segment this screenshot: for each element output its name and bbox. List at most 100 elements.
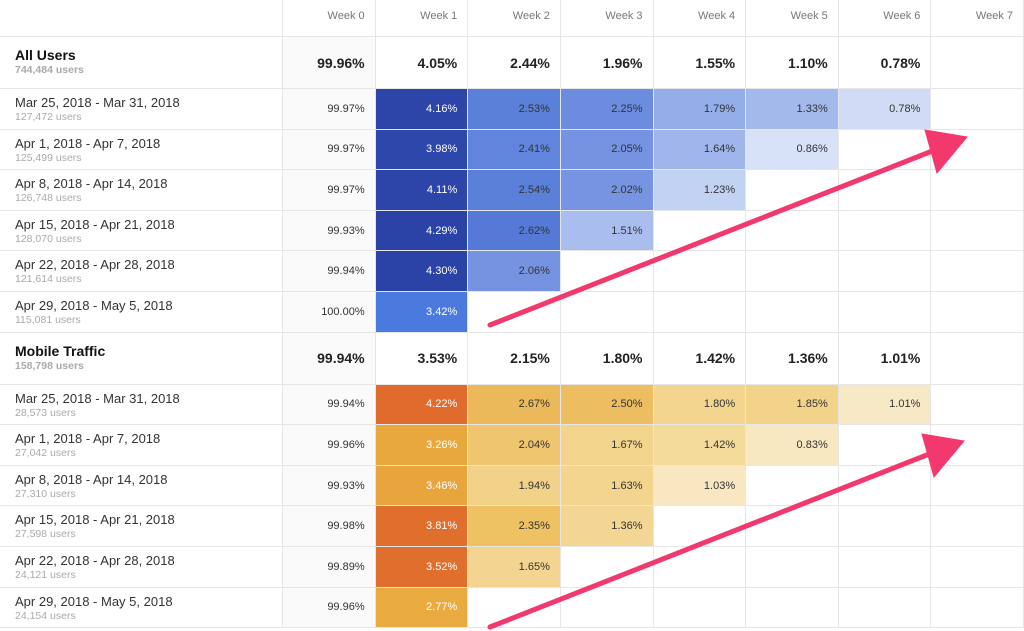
retention-cell: [838, 465, 932, 507]
cohort-users: 128,070 users: [15, 232, 82, 245]
retention-cell: [838, 129, 932, 171]
retention-cell: [653, 587, 747, 629]
retention-cell: 3.98%: [375, 129, 469, 171]
retention-cell: [746, 292, 839, 333]
retention-cell: 0.78%: [838, 89, 932, 130]
retention-cell: 2.04%: [468, 425, 561, 466]
retention-cell: 1.67%: [560, 425, 654, 466]
retention-cell: 1.63%: [560, 465, 654, 507]
retention-cell: [931, 506, 1024, 547]
retention-cell: 0.86%: [746, 129, 839, 171]
retention-cell: [746, 210, 839, 252]
retention-cell: [931, 587, 1024, 629]
retention-cell: 2.02%: [560, 170, 654, 211]
retention-cell: 1.94%: [468, 465, 561, 507]
section-total: [931, 37, 1024, 89]
retention-cell: [560, 587, 654, 629]
week-header: Week 0: [283, 0, 376, 37]
retention-cell: 1.65%: [468, 547, 561, 588]
retention-cell: 2.77%: [375, 587, 469, 629]
section-total: 1.55%: [653, 37, 747, 89]
retention-cell: 1.51%: [560, 210, 654, 252]
cohort-date: Apr 22, 2018 - Apr 28, 2018: [15, 553, 175, 568]
retention-cell: 1.42%: [653, 425, 747, 466]
retention-cell: 1.64%: [653, 129, 747, 171]
cohort-date: Apr 8, 2018 - Apr 14, 2018: [15, 176, 168, 192]
retention-cell: [838, 587, 932, 629]
retention-cell: [838, 210, 932, 252]
retention-cell: 0.83%: [746, 425, 839, 466]
retention-cell: 1.80%: [653, 384, 747, 426]
cohort-date: Mar 25, 2018 - Mar 31, 2018: [15, 95, 180, 110]
retention-cell: [653, 547, 747, 588]
cohort-users: 127,472 users: [15, 111, 82, 123]
cohort-label: Apr 22, 2018 - Apr 28, 2018 121,614 users: [0, 251, 283, 292]
cohort-date: Apr 29, 2018 - May 5, 2018: [15, 298, 173, 313]
cohort-users: 27,310 users: [15, 487, 76, 500]
retention-cell: 2.35%: [468, 506, 561, 547]
retention-cell: 2.53%: [468, 89, 561, 130]
cohort-users: 115,081 users: [15, 314, 81, 326]
retention-cell: [838, 170, 932, 211]
retention-cell: [931, 210, 1024, 252]
section-users: 158,798 users: [15, 359, 84, 372]
cohort-label: Apr 15, 2018 - Apr 21, 2018 128,070 users: [0, 210, 283, 252]
retention-cell: 99.97%: [283, 89, 376, 130]
retention-cell: [653, 506, 747, 547]
retention-cell: [746, 170, 839, 211]
week-header: Week 1: [375, 0, 469, 37]
retention-cell: 1.79%: [653, 89, 747, 130]
retention-cell: 3.52%: [375, 547, 469, 588]
cohort-users: 28,573 users: [15, 406, 76, 419]
retention-cell: [931, 251, 1024, 292]
week-header: Week 7: [931, 0, 1024, 37]
cohort-users: 27,598 users: [15, 528, 76, 541]
retention-cell: 100.00%: [283, 292, 376, 333]
retention-cell: 3.46%: [375, 465, 469, 507]
retention-cell: 2.62%: [468, 210, 561, 252]
retention-cell: 99.98%: [283, 506, 376, 547]
week-header: Week 2: [468, 0, 561, 37]
retention-cell: [468, 587, 561, 629]
cohort-label: Apr 15, 2018 - Apr 21, 2018 27,598 users: [0, 506, 283, 547]
section-total: 1.36%: [746, 332, 839, 385]
section-total: 1.80%: [560, 332, 654, 385]
section-label: All Users 744,484 users: [0, 37, 283, 89]
retention-cell: 2.54%: [468, 170, 561, 211]
retention-cell: [838, 425, 932, 466]
retention-cell: [931, 384, 1024, 426]
retention-cell: [838, 292, 932, 333]
cohort-users: 126,748 users: [15, 192, 82, 205]
retention-cell: 2.41%: [468, 129, 561, 171]
retention-cell: [838, 251, 932, 292]
retention-cell: [746, 547, 839, 588]
retention-cell: 1.03%: [653, 465, 747, 507]
cohort-users: 24,121 users: [15, 569, 76, 581]
cohort-label: Apr 8, 2018 - Apr 14, 2018 27,310 users: [0, 465, 283, 507]
cohort-date: Apr 22, 2018 - Apr 28, 2018: [15, 257, 175, 273]
retention-cell: [746, 587, 839, 629]
week-header: Week 5: [746, 0, 839, 37]
section-total: 1.01%: [838, 332, 932, 385]
cohort-users: 24,154 users: [15, 609, 76, 622]
retention-cell: 99.94%: [283, 251, 376, 292]
retention-cell: 4.30%: [375, 251, 469, 292]
retention-cell: 99.93%: [283, 465, 376, 507]
cohort-label: Apr 8, 2018 - Apr 14, 2018 126,748 users: [0, 170, 283, 211]
cohort-label: Mar 25, 2018 - Mar 31, 2018 28,573 users: [0, 384, 283, 426]
week-header: Week 6: [838, 0, 932, 37]
section-users: 744,484 users: [15, 64, 84, 76]
retention-cell: [931, 465, 1024, 507]
retention-cell: [746, 251, 839, 292]
retention-cell: 99.96%: [283, 425, 376, 466]
retention-cell: 2.05%: [560, 129, 654, 171]
retention-cell: [931, 425, 1024, 466]
retention-cell: [560, 251, 654, 292]
week-header: Week 3: [560, 0, 654, 37]
cohort-date: Apr 29, 2018 - May 5, 2018: [15, 593, 173, 609]
retention-cell: [931, 170, 1024, 211]
retention-cell: [468, 292, 561, 333]
cohort-users: 27,042 users: [15, 447, 76, 460]
retention-cell: 1.33%: [746, 89, 839, 130]
section-title: Mobile Traffic: [15, 342, 106, 359]
